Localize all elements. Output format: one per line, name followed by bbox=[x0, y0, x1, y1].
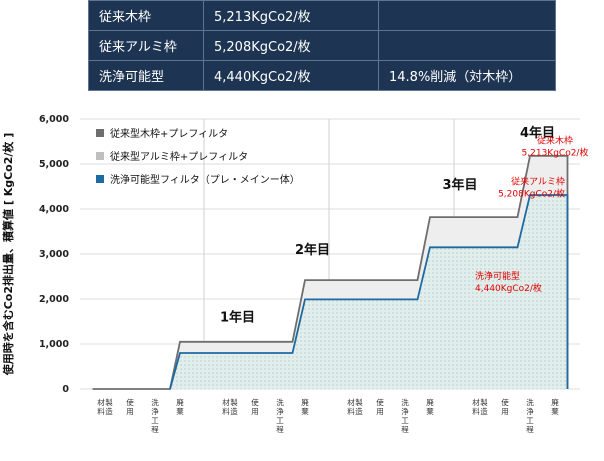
y-tick-label: 0 bbox=[62, 384, 69, 395]
table-row: 従来アルミ枠 5,208KgCo2/枚 bbox=[88, 30, 556, 61]
x-tick-label: 廃棄 bbox=[426, 397, 434, 416]
table-cell-value: 4,440KgCo2/枚 bbox=[203, 60, 379, 91]
x-tick-label: 材料製造 bbox=[347, 397, 363, 416]
x-tick-label: 使用 bbox=[501, 397, 509, 416]
table-cell-label: 従来木枠 bbox=[88, 0, 204, 31]
annotation-value: 5,208KgCo2/枚 bbox=[498, 187, 565, 199]
annotation-label: 従来木枠 bbox=[537, 134, 573, 146]
annotation-label: 従来アルミ枠 bbox=[511, 175, 565, 187]
y-tick-label: 3,000 bbox=[39, 249, 69, 260]
x-tick-label: 洗浄工程 bbox=[151, 397, 159, 434]
series-area-washable bbox=[170, 195, 568, 389]
y-axis-title: 使用時を含むCo2排出量、積算値 [ KgCo2/枚 ] bbox=[1, 133, 15, 377]
year-label: 3年目 bbox=[442, 177, 477, 193]
x-tick-label: 使用 bbox=[376, 397, 384, 416]
table-row: 従来木枠 5,213KgCo2/枚 bbox=[88, 0, 556, 31]
x-tick-label: 洗浄工程 bbox=[526, 397, 534, 434]
x-tick-label: 材料製造 bbox=[222, 397, 238, 416]
series-line-wood bbox=[92, 154, 569, 390]
y-tick-label: 6,000 bbox=[39, 114, 69, 125]
table-cell-note bbox=[378, 0, 556, 31]
series-line-washable bbox=[169, 194, 569, 390]
year-label: 2年目 bbox=[295, 242, 330, 258]
table-cell-label: 従来アルミ枠 bbox=[88, 30, 204, 61]
annotation-value: 4,440KgCo2/枚 bbox=[475, 282, 542, 294]
y-tick-label: 2,000 bbox=[39, 294, 69, 305]
table-cell-value: 5,208KgCo2/枚 bbox=[203, 30, 379, 61]
x-tick-label: 材料製造 bbox=[472, 397, 488, 416]
x-tick-label: 廃棄 bbox=[301, 397, 309, 416]
x-tick-label: 廃棄 bbox=[551, 397, 559, 416]
x-tick-label: 材料製造 bbox=[97, 397, 113, 416]
legend-swatch bbox=[96, 175, 104, 183]
table-cell-note bbox=[378, 30, 556, 61]
x-tick-label: 使用 bbox=[126, 397, 134, 416]
annotation-label: 洗浄可能型 bbox=[475, 270, 520, 282]
x-tick-label: 廃棄 bbox=[176, 397, 184, 416]
x-tick-label: 使用 bbox=[251, 397, 259, 416]
annotation-value: 5,213KgCo2/枚 bbox=[522, 146, 589, 158]
legend-label: 洗浄可能型フィルタ（プレ・メインー体） bbox=[110, 173, 300, 186]
summary-table: 従来木枠 5,213KgCo2/枚 従来アルミ枠 5,208KgCo2/枚 洗浄… bbox=[88, 0, 556, 91]
legend-swatch bbox=[96, 152, 104, 160]
y-tick-label: 5,000 bbox=[39, 159, 69, 170]
year-label: 4年目 bbox=[520, 125, 555, 141]
table-cell-value: 5,213KgCo2/枚 bbox=[203, 0, 379, 31]
x-tick-label: 洗浄工程 bbox=[401, 397, 409, 434]
x-tick-label: 洗浄工程 bbox=[276, 397, 284, 434]
legend-swatch bbox=[96, 129, 104, 137]
y-tick-label: 4,000 bbox=[39, 204, 69, 215]
table-row: 洗浄可能型 4,440KgCo2/枚 14.8%削減（対木枠） bbox=[88, 60, 556, 91]
legend-label: 従来型アルミ枠+プレフィルタ bbox=[110, 150, 248, 163]
table-cell-note: 14.8%削減（対木枠） bbox=[378, 60, 556, 91]
y-tick-label: 1,000 bbox=[39, 339, 69, 350]
table-cell-label: 洗浄可能型 bbox=[88, 60, 204, 91]
year-label: 1年目 bbox=[220, 310, 255, 326]
legend-label: 従来型木枠+プレフィルタ bbox=[110, 127, 228, 140]
